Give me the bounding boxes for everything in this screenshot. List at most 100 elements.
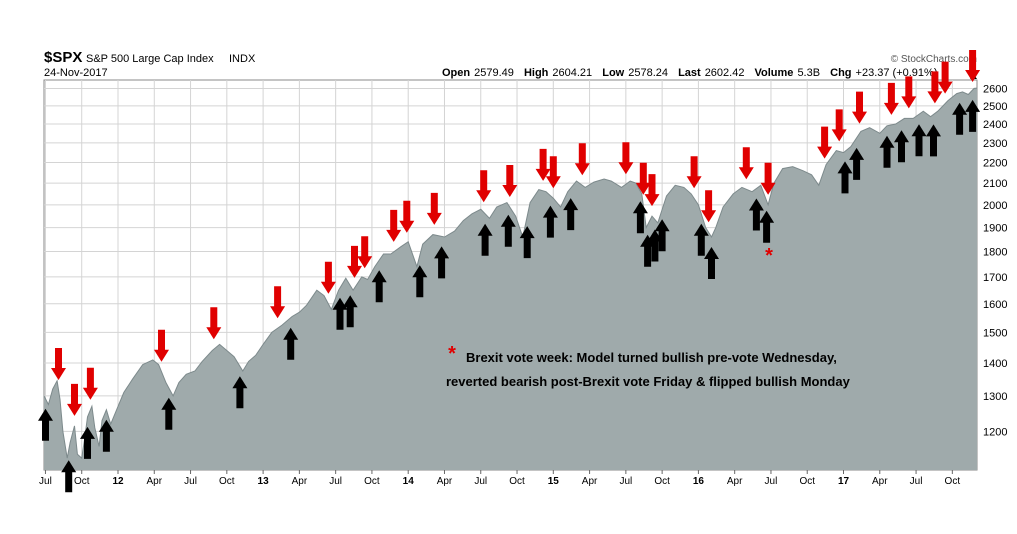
sell-arrow-icon [270,286,286,319]
quote-high-label: High [524,67,549,79]
quote-high-value: 2604.21 [552,67,592,79]
buy-arrow-icon [542,205,558,238]
sell-arrow-icon [502,165,518,197]
x-tick-label: Oct [74,476,90,487]
buy-arrow-icon [61,460,77,493]
buy-arrow-icon [693,223,709,256]
chart-date: 24-Nov-2017 [44,67,108,79]
buy-arrow-icon [654,219,670,252]
x-tick-label: Apr [146,476,162,487]
chart-exchange: INDX [229,53,256,65]
x-axis-ticks: Jul Oct 12 Apr Jul Oct 13 Apr Jul Oct 14 Apr Jul Oct 1… [39,470,960,487]
x-tick-label: Apr [437,476,453,487]
buy-arrow-icon [911,124,927,157]
x-tick-label: 16 [693,476,705,487]
x-tick-label: 12 [112,476,124,487]
buy-arrow-icon [342,295,358,328]
sell-arrow-icon [852,91,867,124]
y-tick-label: 2000 [983,200,1007,212]
y-tick-label: 1600 [983,299,1007,311]
buy-arrow-icon [434,246,450,279]
y-tick-label: 2500 [983,101,1007,113]
buy-arrow-icon [519,226,535,259]
y-tick-label: 1800 [983,247,1007,259]
quote-bar: Open 2579.49 High 2604.21 Low 2578.24 Last 2… [442,67,937,79]
price-area [44,88,977,470]
quote-volume-value: 5.3B [797,67,820,79]
sell-arrow-icon [927,71,943,104]
quote-open-label: Open [442,67,470,79]
x-tick-label: Apr [582,476,598,487]
x-tick-label: Jul [765,476,778,487]
buy-arrow-icon [283,327,299,360]
x-tick-label: Apr [292,476,308,487]
quote-last-label: Last [678,67,701,79]
x-tick-label: Oct [654,476,670,487]
sell-arrow-icon [154,329,169,362]
sell-arrow-icon [883,82,899,115]
y-tick-label: 1400 [983,358,1007,370]
x-tick-label: Jul [329,476,342,487]
sell-arrow-icon [426,192,442,225]
sell-arrow-icon [574,143,590,176]
annotation-line-1: Brexit vote week: Model turned bullish p… [466,350,837,365]
sell-arrow-icon [545,156,561,189]
x-tick-label: 13 [258,476,270,487]
x-tick-label: Oct [799,476,815,487]
brexit-marker: * [765,245,773,267]
signal-arrows [38,50,981,493]
quote-volume-label: Volume [755,67,794,79]
price-line [43,87,978,460]
x-tick-label: 14 [403,476,415,487]
x-tick-label: Oct [219,476,235,487]
x-tick-label: Oct [509,476,525,487]
sell-arrow-icon [357,236,373,269]
y-tick-label: 2300 [983,138,1007,150]
x-tick-label: Apr [872,476,888,487]
sell-arrow-icon [476,170,492,203]
x-tick-label: Jul [184,476,197,487]
sell-arrow-icon [82,367,98,400]
x-tick-label: 17 [838,476,850,487]
quote-low-value: 2578.24 [628,67,668,79]
y-tick-label: 1700 [983,272,1007,284]
y-axis-ticks: 1200 1300 1400 1500 1600 1700 1800 1900 2000 2100… [983,83,1007,438]
buy-arrow-icon [412,265,428,298]
y-tick-label: 2100 [983,178,1007,190]
quote-open-value: 2579.49 [474,67,514,79]
brand-watermark: © StockCharts.com [891,54,977,65]
y-tick-label: 2600 [983,83,1007,95]
buy-arrow-icon [563,198,579,231]
y-tick-label: 1300 [983,391,1007,403]
x-tick-label: Oct [945,476,961,487]
buy-arrow-icon [748,198,764,231]
buy-arrow-icon [849,147,865,180]
buy-arrow-icon [894,130,909,163]
sell-arrow-icon [535,148,551,181]
sell-arrow-icon [635,162,651,195]
quote-chg-label: Chg [830,67,851,79]
y-tick-label: 2200 [983,158,1007,170]
quote-low-label: Low [602,67,624,79]
buy-arrow-icon [926,124,941,157]
sell-arrow-icon [347,245,362,278]
buy-arrow-icon [759,210,775,243]
y-tick-label: 1200 [983,426,1007,438]
sell-arrow-icon [686,156,702,189]
sell-arrow-icon [206,307,222,340]
sell-arrow-icon [817,126,833,159]
sell-arrow-icon [386,209,402,242]
quote-chg-value: +23.37 (+0.91%) [856,67,938,79]
annotation-line-2: reverted bearish post-Brexit vote Friday… [446,374,851,389]
sell-arrow-icon [320,261,336,294]
buy-arrow-icon [952,102,968,135]
buy-arrow-icon [371,270,387,303]
sell-arrow-icon [831,109,847,142]
chart-symbol: $SPX [44,49,82,66]
buy-arrow-icon [161,397,177,430]
x-tick-label: Jul [619,476,632,487]
sell-arrow-icon [51,348,66,380]
buy-arrow-icon [632,201,648,234]
buy-arrow-icon [98,419,114,452]
